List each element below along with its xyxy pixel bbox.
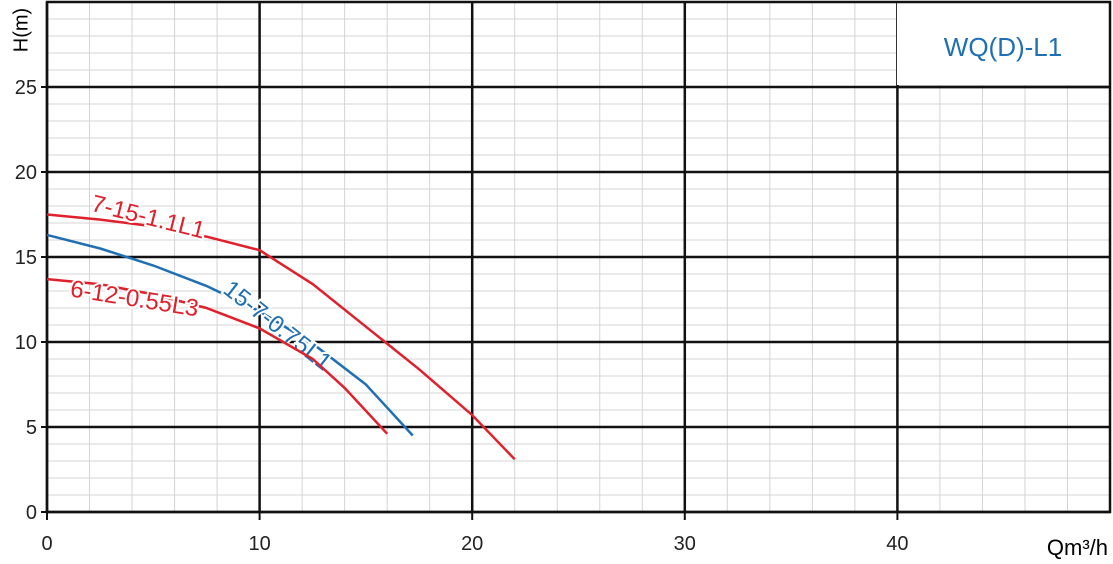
curve-label: 6-12-0.55L3: [68, 276, 200, 323]
y-axis-label: H(m): [10, 8, 32, 52]
y-tick-label: 20: [15, 162, 37, 184]
y-tick-label: 0: [26, 502, 37, 524]
curve: [46, 277, 389, 435]
y-tick-label: 15: [15, 247, 37, 269]
x-tick-label: 30: [674, 533, 696, 555]
curve-label: 7-15-1.1L1: [89, 190, 208, 244]
x-tick-label: 20: [461, 533, 483, 555]
x-tick-label: 40: [886, 533, 908, 555]
chart-title: WQ(D)-L1: [944, 32, 1062, 62]
x-tick-label: 0: [41, 533, 52, 555]
y-tick-label: 5: [26, 417, 37, 439]
x-tick-label: 10: [248, 533, 270, 555]
curve: [46, 233, 414, 437]
x-axis-label: Qm³/h: [1047, 535, 1108, 560]
curve: [46, 213, 516, 461]
title-box: [897, 3, 1109, 85]
y-tick-label: 10: [15, 332, 37, 354]
y-tick-label: 25: [15, 77, 37, 99]
plot-frame: [45, 0, 1112, 514]
